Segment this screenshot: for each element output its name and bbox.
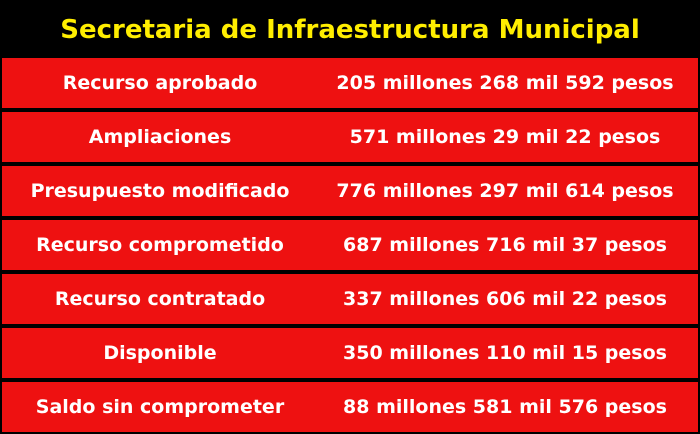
row-label: Ampliaciones (88, 126, 232, 148)
row-label: Disponible (103, 342, 217, 364)
row-value: 337 millones 606 mil 22 pesos (343, 288, 667, 310)
title-bar: Secretaria de Infraestructura Municipal (2, 2, 698, 58)
row-label: Recurso aprobado (62, 72, 258, 94)
row-value: 571 millones 29 mil 22 pesos (349, 126, 661, 148)
table-row: Presupuesto modificado 776 millones 297 … (2, 166, 698, 216)
row-label: Presupuesto modificado (30, 180, 290, 202)
row-value: 205 millones 268 mil 592 pesos (336, 72, 674, 94)
row-value: 88 millones 581 mil 576 pesos (343, 396, 667, 418)
table-rows: Recurso aprobado 205 millones 268 mil 59… (2, 58, 698, 432)
row-value: 350 millones 110 mil 15 pesos (343, 342, 667, 364)
table-row: Recurso comprometido 687 millones 716 mi… (2, 220, 698, 270)
table-title: Secretaria de Infraestructura Municipal (60, 15, 640, 45)
row-value: 687 millones 716 mil 37 pesos (343, 234, 667, 256)
table-row: Ampliaciones 571 millones 29 mil 22 peso… (2, 112, 698, 162)
table-row: Saldo sin comprometer 88 millones 581 mi… (2, 382, 698, 432)
table-row: Recurso contratado 337 millones 606 mil … (2, 274, 698, 324)
row-label: Recurso comprometido (36, 234, 284, 256)
row-label: Saldo sin comprometer (35, 396, 285, 418)
row-value: 776 millones 297 mil 614 pesos (336, 180, 674, 202)
table-row: Recurso aprobado 205 millones 268 mil 59… (2, 58, 698, 108)
table-row: Disponible 350 millones 110 mil 15 pesos (2, 328, 698, 378)
row-label: Recurso contratado (54, 288, 266, 310)
